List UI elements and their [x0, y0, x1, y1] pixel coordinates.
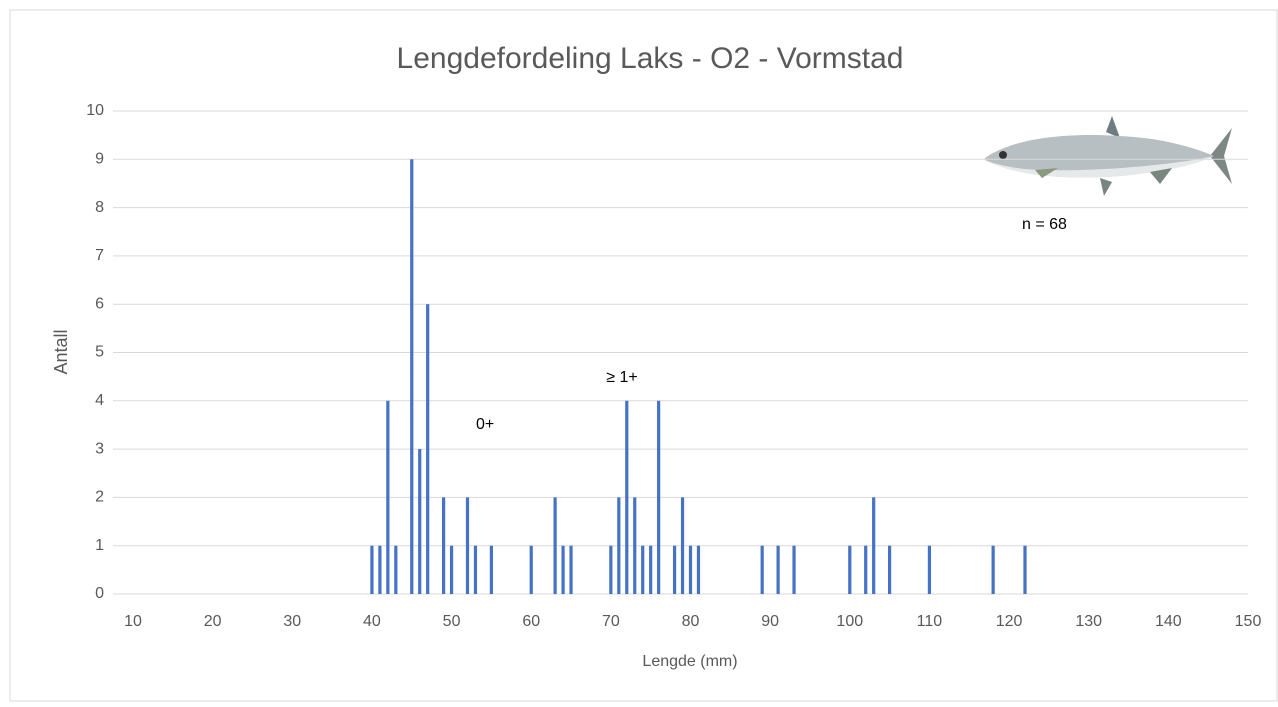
bar — [529, 545, 533, 594]
y-axis-title: Antall — [51, 329, 71, 374]
bar — [696, 545, 701, 594]
bar — [442, 497, 446, 594]
bar — [776, 545, 780, 594]
bar — [449, 545, 454, 594]
y-tick-label: 3 — [95, 440, 104, 457]
bar — [872, 497, 876, 594]
bar — [609, 545, 613, 594]
chart-frame — [9, 9, 1278, 702]
bar — [672, 545, 677, 594]
x-tick-label: 100 — [836, 613, 863, 630]
bar — [927, 545, 932, 594]
bar — [386, 400, 390, 594]
chart-title: Lengdefordeling Laks - O2 - Vormstad — [397, 42, 904, 75]
bar — [370, 545, 374, 594]
bar — [1023, 545, 1027, 594]
y-tick-label: 8 — [95, 199, 104, 216]
bar — [864, 545, 868, 594]
bar — [641, 545, 645, 594]
y-tick-label: 6 — [95, 295, 104, 312]
bar — [888, 545, 892, 594]
bar — [473, 545, 478, 594]
x-tick-label: 40 — [363, 613, 381, 630]
x-tick-label: 30 — [283, 613, 301, 630]
x-tick-label: 20 — [204, 613, 222, 630]
bar — [633, 497, 637, 594]
x-axis-title: Lengde (mm) — [642, 653, 737, 670]
bar — [657, 400, 661, 594]
y-tick-label: 2 — [95, 489, 104, 506]
bar — [410, 159, 414, 595]
bar — [649, 545, 653, 594]
x-tick-label: 140 — [1155, 613, 1182, 630]
bar — [553, 497, 557, 594]
x-tick-label: 70 — [602, 613, 620, 630]
x-tick-label: 150 — [1235, 613, 1262, 630]
bar — [991, 545, 995, 594]
annotation: n = 68 — [1022, 216, 1067, 233]
y-tick-label: 1 — [95, 537, 104, 554]
annotation: ≥ 1+ — [606, 369, 637, 386]
x-tick-label: 130 — [1075, 613, 1102, 630]
bar — [617, 497, 621, 594]
salmon-icon — [985, 116, 1232, 196]
annotation: 0+ — [476, 416, 494, 433]
bar — [465, 497, 470, 594]
bar — [489, 545, 493, 594]
y-tick-label: 9 — [95, 151, 104, 168]
y-tick-label: 7 — [95, 247, 104, 264]
y-tick-label: 5 — [95, 344, 104, 361]
x-tick-label: 10 — [124, 613, 142, 630]
y-tick-label: 0 — [95, 585, 104, 602]
bar — [848, 545, 852, 594]
bar — [680, 497, 685, 594]
bar — [792, 545, 796, 594]
bar — [561, 545, 565, 594]
bar — [378, 545, 382, 594]
x-tick-label: 50 — [443, 613, 461, 630]
bar — [688, 545, 693, 594]
bar — [426, 304, 430, 594]
bar — [418, 449, 422, 594]
x-tick-label: 90 — [761, 613, 779, 630]
x-tick-label: 80 — [682, 613, 700, 630]
y-tick-label: 10 — [86, 102, 104, 119]
bar — [569, 545, 573, 594]
x-tick-label: 110 — [917, 613, 943, 630]
bar — [394, 545, 398, 594]
bar — [625, 400, 629, 594]
bar — [760, 545, 764, 594]
x-tick-label: 60 — [522, 613, 540, 630]
x-tick-label: 120 — [996, 613, 1023, 630]
y-tick-label: 4 — [95, 392, 104, 409]
